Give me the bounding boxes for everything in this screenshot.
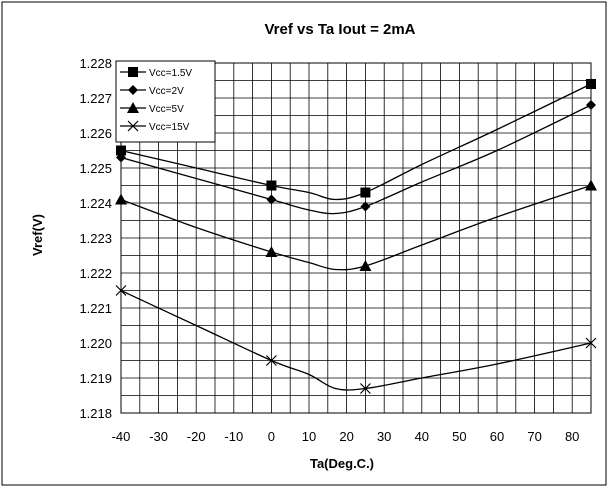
data-point bbox=[585, 179, 597, 191]
data-point bbox=[116, 152, 126, 163]
legend-marker bbox=[127, 120, 139, 132]
x-axis-label: Ta(Deg.C.) bbox=[310, 456, 374, 471]
x-tick-label: 20 bbox=[339, 429, 353, 444]
y-axis-label: Vref(V) bbox=[30, 214, 45, 256]
series-group bbox=[116, 79, 596, 201]
legend-entry-label: Vcc=15V bbox=[149, 122, 190, 133]
data-point bbox=[359, 260, 372, 271]
y-tick-label: 1.220 bbox=[79, 336, 112, 351]
data-point bbox=[266, 194, 277, 205]
x-tick-label: 50 bbox=[452, 429, 466, 444]
legend-marker bbox=[128, 67, 138, 77]
x-tick-label: 60 bbox=[490, 429, 504, 444]
y-tick-label: 1.221 bbox=[79, 301, 112, 316]
data-point bbox=[115, 193, 127, 205]
y-tick-label: 1.222 bbox=[79, 266, 112, 281]
y-tick-label: 1.226 bbox=[79, 126, 112, 141]
data-point bbox=[585, 337, 597, 349]
x-tick-label: 10 bbox=[302, 429, 316, 444]
series-group bbox=[116, 100, 596, 215]
y-tick-label: 1.224 bbox=[79, 196, 112, 211]
series-line bbox=[120, 83, 592, 201]
x-tick-label: -40 bbox=[112, 429, 131, 444]
y-tick-label: 1.225 bbox=[79, 161, 112, 176]
x-tick-label: 40 bbox=[415, 429, 429, 444]
x-tick-label: -30 bbox=[149, 429, 168, 444]
legend-entry-label: Vcc=2V bbox=[149, 86, 184, 97]
data-point bbox=[360, 187, 371, 198]
y-tick-label: 1.227 bbox=[79, 91, 112, 106]
data-point bbox=[116, 145, 126, 156]
series-line bbox=[120, 104, 592, 215]
grid bbox=[120, 62, 592, 414]
data-point bbox=[359, 383, 371, 394]
x-tick-label: 80 bbox=[565, 429, 579, 444]
x-tick-label: 70 bbox=[527, 429, 541, 444]
chart-title: Vref vs Ta Iout = 2mA bbox=[264, 21, 415, 38]
y-tick-label: 1.228 bbox=[79, 56, 112, 71]
data-point bbox=[265, 246, 278, 257]
tick-labels: -40 -30 -20 -10 0 10 20 30 40 50 60 70 80 1.228 1.227 1… bbox=[79, 56, 579, 444]
legend-marker bbox=[127, 102, 139, 113]
series-group bbox=[115, 285, 597, 394]
series-layer bbox=[115, 79, 597, 394]
data-point bbox=[360, 201, 371, 212]
legend-marker bbox=[128, 85, 138, 95]
legend: Vcc=1.5V Vcc=2V Vcc=5V Vcc=15V bbox=[115, 60, 216, 143]
x-tick-label: 0 bbox=[268, 429, 275, 444]
legend-entry-label: Vcc=5V bbox=[149, 104, 184, 115]
y-tick-label: 1.219 bbox=[79, 371, 112, 386]
x-tick-label: -20 bbox=[187, 429, 206, 444]
series-line bbox=[120, 184, 592, 271]
x-tick-label: -10 bbox=[224, 429, 243, 444]
x-tick-label: 30 bbox=[377, 429, 391, 444]
data-point bbox=[266, 180, 277, 191]
y-tick-label: 1.223 bbox=[79, 231, 112, 246]
legend-entry-label: Vcc=1.5V bbox=[149, 68, 192, 79]
data-point bbox=[586, 100, 596, 110]
y-tick-label: 1.218 bbox=[79, 406, 112, 421]
data-point bbox=[265, 355, 277, 366]
series-group bbox=[115, 179, 597, 271]
data-point bbox=[586, 79, 596, 89]
series-line bbox=[120, 289, 592, 391]
data-point bbox=[115, 285, 127, 296]
